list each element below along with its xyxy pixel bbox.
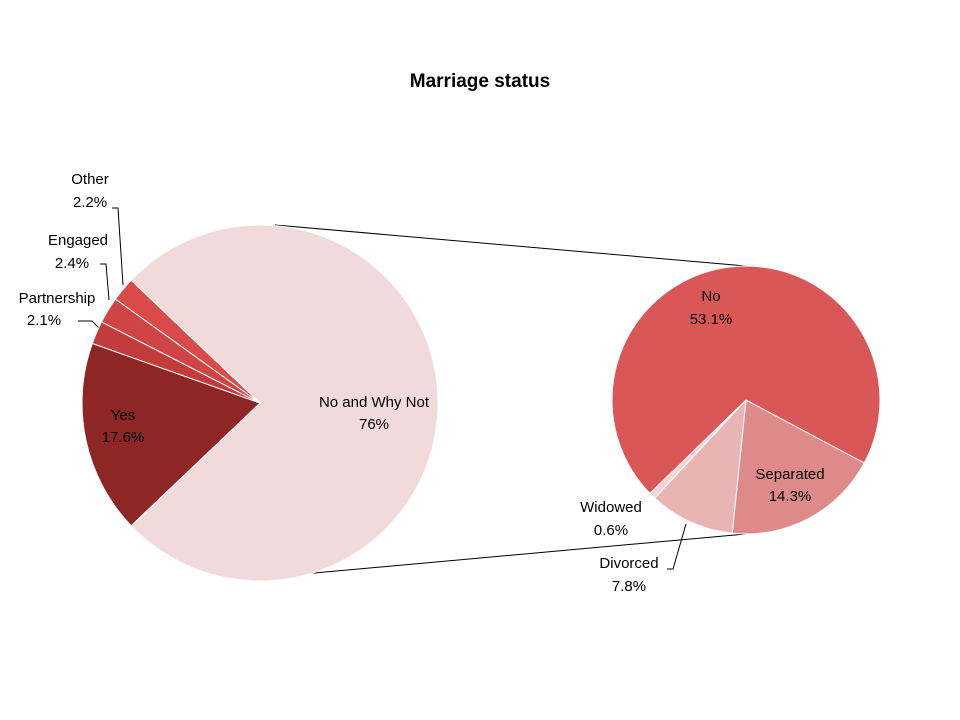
slice-label: Other bbox=[71, 171, 109, 188]
pie-slice bbox=[611, 265, 881, 495]
connector-line bbox=[291, 533, 747, 576]
slice-label: Divorced bbox=[599, 555, 658, 572]
slice-label: Widowed bbox=[580, 499, 642, 516]
pie-slice bbox=[653, 398, 747, 534]
slice-value-label: 2.2% bbox=[73, 194, 107, 211]
slice-label: Engaged bbox=[48, 232, 108, 249]
slice-value-label: 2.4% bbox=[55, 255, 89, 272]
slice-value-label: 53.1% bbox=[690, 311, 733, 328]
leader-line bbox=[112, 207, 124, 286]
pie-slice bbox=[130, 224, 439, 582]
pie-slice bbox=[81, 342, 261, 527]
slice-label: No and Why Not bbox=[319, 394, 430, 411]
slice-value-label: 0.6% bbox=[594, 522, 628, 539]
leader-line bbox=[100, 263, 110, 301]
slice-label: Separated bbox=[755, 466, 824, 483]
slice-value-label: 14.3% bbox=[769, 488, 812, 505]
slice-label: Yes bbox=[111, 407, 135, 424]
slice-value-label: 17.6% bbox=[102, 429, 145, 446]
slice-label: No bbox=[701, 288, 720, 305]
slice-label: Partnership bbox=[19, 290, 96, 307]
leader-line bbox=[667, 523, 687, 570]
pie-slice bbox=[731, 399, 865, 535]
chart-title: Marriage status bbox=[410, 71, 550, 92]
slice-value-label: 7.8% bbox=[612, 578, 646, 595]
slice-value-label: 76% bbox=[359, 416, 389, 433]
connector-line bbox=[274, 224, 747, 267]
leader-line bbox=[78, 320, 100, 329]
slice-value-label: 2.1% bbox=[27, 312, 61, 329]
pie-slice bbox=[114, 279, 261, 404]
